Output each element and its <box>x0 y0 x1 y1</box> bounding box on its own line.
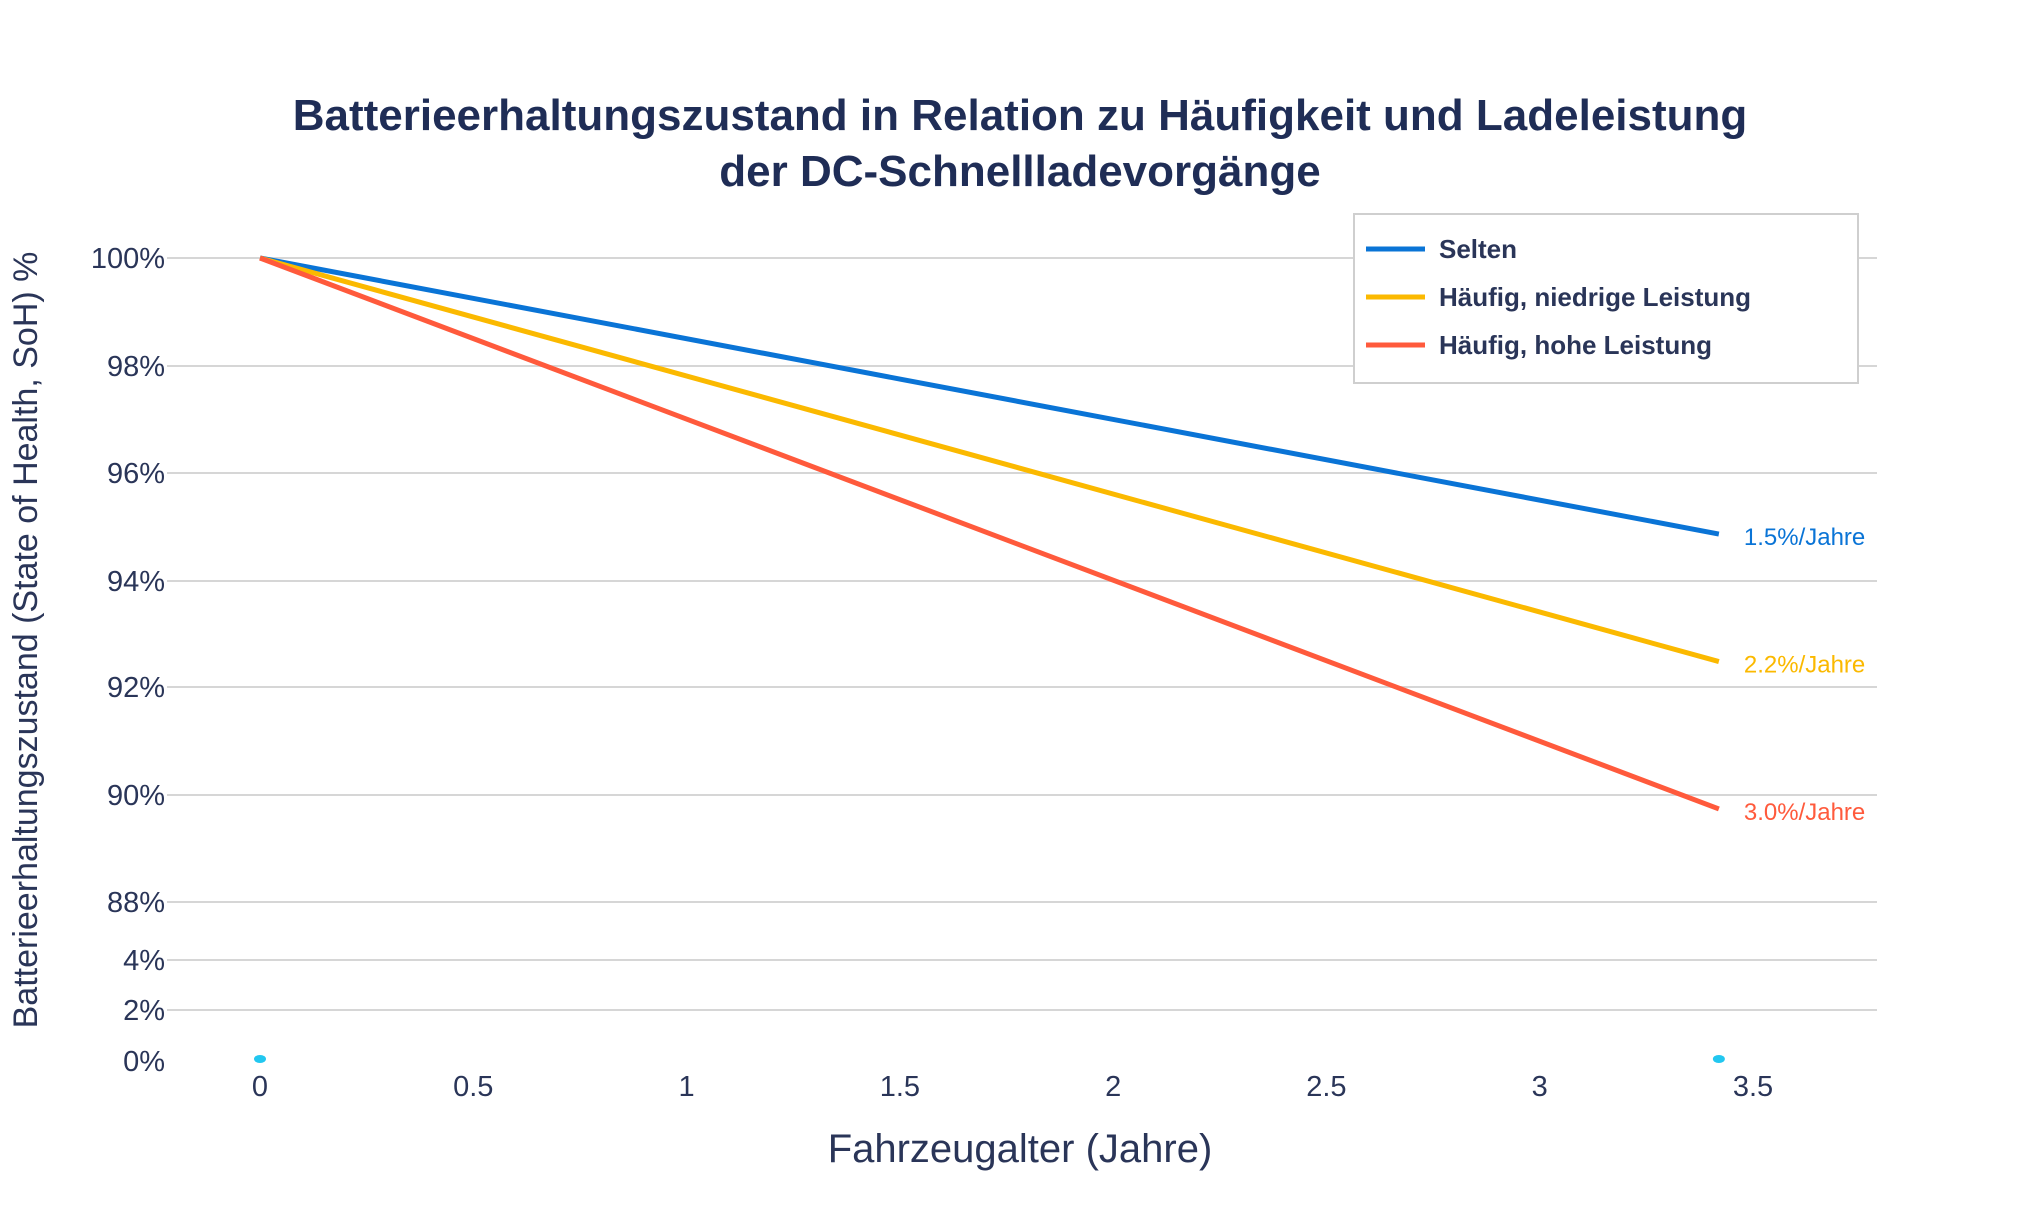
data-marker <box>1712 1055 1725 1063</box>
chart-title-line-2: der DC-Schnellladevorgänge <box>719 147 1320 196</box>
series-line <box>259 255 1720 664</box>
y-tick-label: 4% <box>123 945 165 977</box>
x-tick-label: 3 <box>1532 1071 1548 1103</box>
y-tick-label: 92% <box>107 672 165 704</box>
series-line <box>259 255 1720 812</box>
x-tick-label: 1 <box>679 1071 695 1103</box>
x-axis-label: Fahrzeugalter (Jahre) <box>828 1127 1213 1171</box>
y-tick-label: 96% <box>107 458 165 490</box>
y-axis-label: Batterieerhaltungszustand (State of Heal… <box>7 252 45 1029</box>
y-tick-label: 88% <box>107 887 165 919</box>
y-tick-label: 98% <box>107 351 165 383</box>
x-tick-label: 3.5 <box>1733 1071 1773 1103</box>
legend-box <box>1353 213 1859 384</box>
legend-item-label: Häufig, niedrige Leistung <box>1439 282 1751 312</box>
x-tick-label: 2.5 <box>1306 1071 1346 1103</box>
x-tick-label: 0 <box>252 1071 268 1103</box>
legend: Selten Häufig, niedrige Leistung Häufig, h… <box>1353 213 1859 384</box>
x-tick-label: 2 <box>1105 1071 1121 1103</box>
series-rate-annotation: 1.5%/Jahre <box>1744 524 1865 551</box>
legend-item-label: Selten <box>1439 234 1517 264</box>
legend-item-label: Häufig, hohe Leistung <box>1439 330 1712 360</box>
series-rate-annotation: 2.2%/Jahre <box>1744 652 1865 679</box>
x-tick-label: 0.5 <box>453 1071 493 1103</box>
y-tick-label: 90% <box>107 780 165 812</box>
series-line <box>259 255 1720 537</box>
chart-title-line-1: Batterieerhaltungszustand in Relation zu… <box>293 91 1748 140</box>
y-tick-label: 0% <box>123 1046 165 1078</box>
data-marker <box>254 1055 266 1063</box>
y-tick-label: 2% <box>123 995 165 1027</box>
y-tick-label: 100% <box>91 243 165 275</box>
series-rate-annotation: 3.0%/Jahre <box>1744 799 1865 826</box>
y-tick-label: 94% <box>107 566 165 598</box>
x-tick-label: 1.5 <box>880 1071 920 1103</box>
